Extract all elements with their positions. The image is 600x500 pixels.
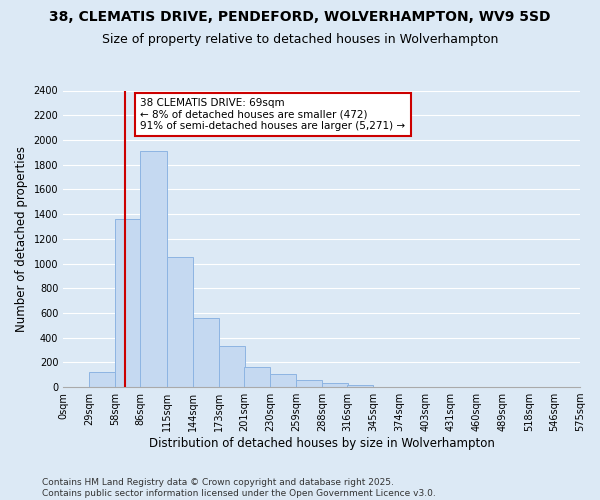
Bar bbox=[89, 372, 115, 387]
Text: Contains HM Land Registry data © Crown copyright and database right 2025.
Contai: Contains HM Land Registry data © Crown c… bbox=[42, 478, 436, 498]
Y-axis label: Number of detached properties: Number of detached properties bbox=[15, 146, 28, 332]
Text: 38, CLEMATIS DRIVE, PENDEFORD, WOLVERHAMPTON, WV9 5SD: 38, CLEMATIS DRIVE, PENDEFORD, WOLVERHAM… bbox=[49, 10, 551, 24]
Bar bbox=[115, 219, 142, 387]
Bar bbox=[322, 384, 348, 387]
Text: 38 CLEMATIS DRIVE: 69sqm
← 8% of detached houses are smaller (472)
91% of semi-d: 38 CLEMATIS DRIVE: 69sqm ← 8% of detache… bbox=[140, 98, 406, 131]
Bar bbox=[347, 384, 373, 387]
Bar bbox=[244, 366, 270, 387]
Bar bbox=[270, 374, 296, 387]
Bar bbox=[193, 318, 218, 387]
Bar bbox=[140, 151, 167, 387]
Bar bbox=[296, 380, 322, 387]
Bar bbox=[167, 258, 193, 387]
Bar bbox=[218, 346, 245, 387]
X-axis label: Distribution of detached houses by size in Wolverhampton: Distribution of detached houses by size … bbox=[149, 437, 494, 450]
Text: Size of property relative to detached houses in Wolverhampton: Size of property relative to detached ho… bbox=[102, 32, 498, 46]
